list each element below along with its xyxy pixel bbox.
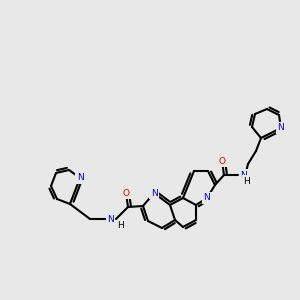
Text: O: O (122, 188, 130, 197)
Text: N: N (204, 194, 210, 202)
Text: O: O (218, 157, 226, 166)
Text: N: N (278, 124, 284, 133)
Text: N: N (151, 188, 158, 197)
Text: H: H (118, 221, 124, 230)
Text: N: N (107, 215, 114, 224)
Text: H: H (244, 176, 250, 185)
Text: N: N (240, 170, 247, 179)
Text: N: N (76, 173, 83, 182)
